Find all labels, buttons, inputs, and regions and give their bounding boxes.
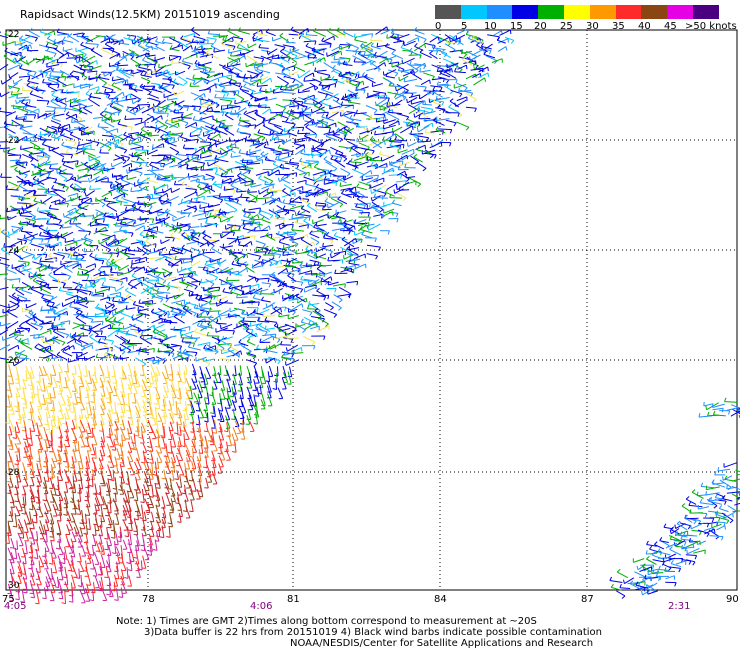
legend-label-50: >50 knots xyxy=(685,21,737,32)
note-line-3: NOAA/NESDIS/Center for Satellite Applica… xyxy=(290,638,594,649)
legend-label-30: 30 xyxy=(586,21,599,32)
legend-swatch xyxy=(512,5,539,19)
legend-swatch xyxy=(563,5,590,19)
legend-swatch xyxy=(460,5,487,19)
legend-label-20: 20 xyxy=(534,21,547,32)
x-tick-label-81: 81 xyxy=(287,594,300,605)
y-tick-label-26: 26 xyxy=(8,356,20,366)
legend-label-35: 35 xyxy=(612,21,625,32)
y-tick-label-24: 24 xyxy=(8,246,20,256)
legend-label-15: 15 xyxy=(510,21,523,32)
time-label-right: 2:31 xyxy=(668,601,691,612)
legend-swatches xyxy=(435,5,719,19)
legend-swatch xyxy=(692,5,719,19)
note-line-1: Note: 1) Times are GMT 2)Times along bot… xyxy=(116,616,537,627)
legend-swatch xyxy=(641,5,668,19)
color-legend: 0 5 10 15 20 25 30 35 40 45 >50 knots xyxy=(435,5,737,33)
legend-swatch xyxy=(615,5,642,19)
x-tick-label-75: 75 xyxy=(2,594,15,605)
legend-label-0: 0 xyxy=(435,21,442,32)
legend-swatch xyxy=(589,5,616,19)
note-line-2: 3)Data buffer is 22 hrs from 20151019 4)… xyxy=(144,627,602,638)
x-tick-label-78: 78 xyxy=(142,594,155,605)
legend-label-5: 5 xyxy=(461,21,468,32)
wind-swath-main xyxy=(0,26,515,605)
map-title: Rapidsact Winds(12.5KM) 20151019 ascendi… xyxy=(20,8,280,21)
wind-swath-east xyxy=(609,397,740,599)
y-tick-label-30: 30 xyxy=(8,581,20,591)
plot-frame xyxy=(5,29,738,591)
legend-label-40: 40 xyxy=(638,21,651,32)
x-tick-label-90: 90 xyxy=(726,594,739,605)
x-tick-label-84: 84 xyxy=(434,594,447,605)
legend-label-25: 25 xyxy=(560,21,573,32)
time-label-mid: 4:06 xyxy=(250,601,273,612)
y-tick-label-28: 28 xyxy=(8,468,20,478)
y-tick-label-22b: 22 xyxy=(8,136,19,146)
y-tick-label-22: 22 xyxy=(8,30,19,40)
time-label-left: 4:05 xyxy=(4,601,27,612)
gridlines xyxy=(6,30,737,590)
legend-swatch xyxy=(486,5,513,19)
legend-swatch xyxy=(667,5,693,19)
legend-swatch xyxy=(435,5,461,19)
y-axis-labels: 22 22 24 26 28 30 xyxy=(8,30,20,591)
legend-swatch xyxy=(538,5,564,19)
legend-label-10: 10 xyxy=(484,21,497,32)
x-tick-label-87: 87 xyxy=(581,594,594,605)
legend-labels: 0 5 10 15 20 25 30 35 40 45 >50 knots xyxy=(435,21,740,33)
legend-label-45: 45 xyxy=(664,21,677,32)
